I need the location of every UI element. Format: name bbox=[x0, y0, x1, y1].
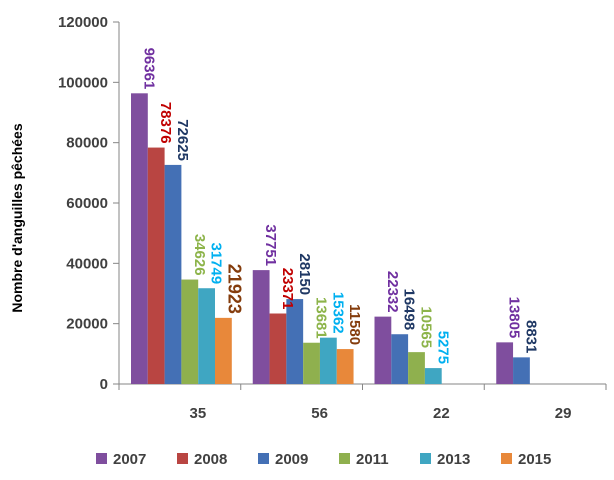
data-label-2007-29: 13805 bbox=[506, 297, 523, 339]
legend-swatch-2013 bbox=[420, 453, 431, 464]
bar-2008-35 bbox=[147, 147, 165, 384]
data-label-2013-22: 5275 bbox=[434, 331, 451, 364]
legend-label-2011: 2011 bbox=[356, 451, 389, 468]
legend-swatch-2009 bbox=[258, 453, 269, 464]
bar-2007-56 bbox=[252, 270, 270, 384]
data-label-2013-35: 31749 bbox=[208, 243, 225, 285]
legend-label-2009: 2009 bbox=[275, 451, 308, 468]
bar-2009-56 bbox=[286, 299, 304, 384]
y-tick-label: 80000 bbox=[66, 135, 108, 152]
bar-2009-29 bbox=[513, 357, 530, 384]
bar-2011-35 bbox=[181, 279, 199, 384]
data-label-2015-35: 21923 bbox=[224, 264, 244, 314]
bar-2013-56 bbox=[319, 337, 337, 384]
data-label-2007-22: 22332 bbox=[384, 271, 401, 313]
category-label: 35 bbox=[190, 405, 207, 422]
y-tick-label: 60000 bbox=[66, 195, 108, 212]
bars bbox=[131, 93, 530, 385]
legend-label-2015: 2015 bbox=[518, 451, 551, 468]
category-label: 22 bbox=[433, 405, 450, 422]
y-axis: 0 20000 40000 60000 80000 100000 120000 bbox=[58, 14, 120, 393]
data-label-2008-56: 23371 bbox=[279, 268, 296, 310]
data-label-2009-22: 16498 bbox=[401, 289, 418, 331]
bar-2007-35 bbox=[131, 93, 148, 385]
bar-2015-35 bbox=[215, 317, 232, 384]
legend-swatch-2015 bbox=[501, 453, 512, 464]
data-label-2007-35: 96361 bbox=[140, 48, 157, 90]
y-axis-title: Nombre d'anguilles pêchées bbox=[9, 123, 25, 312]
legend-label-2008: 2008 bbox=[194, 451, 227, 468]
legend-label-2013: 2013 bbox=[437, 451, 470, 468]
x-axis: 35 56 22 29 bbox=[118, 383, 607, 422]
data-label-2009-56: 28150 bbox=[296, 253, 313, 295]
data-label-2015-56: 11580 bbox=[346, 304, 363, 345]
data-label-2007-56: 37751 bbox=[262, 224, 279, 266]
bar-2009-35 bbox=[164, 164, 182, 384]
bar-2007-29 bbox=[496, 342, 514, 384]
data-label-2013-56: 15362 bbox=[329, 292, 346, 334]
y-tick-label: 40000 bbox=[66, 255, 108, 272]
bar-2015-56 bbox=[336, 349, 354, 384]
data-label-2008-35: 78376 bbox=[157, 102, 174, 144]
data-label-2009-29: 8831 bbox=[522, 320, 539, 353]
y-tick-label: 120000 bbox=[58, 14, 108, 31]
legend-swatch-2007 bbox=[96, 453, 107, 464]
y-tick-label: 20000 bbox=[66, 316, 108, 333]
y-tick-label: 0 bbox=[100, 376, 108, 393]
bar-2013-35 bbox=[198, 288, 215, 384]
bar-2011-22 bbox=[408, 352, 425, 384]
bar-2009-22 bbox=[391, 334, 409, 384]
bar-2013-22 bbox=[424, 368, 442, 384]
legend-swatch-2011 bbox=[339, 453, 350, 464]
category-label: 29 bbox=[555, 405, 572, 422]
data-label-2011-35: 34626 bbox=[191, 234, 208, 276]
bar-2008-56 bbox=[269, 313, 287, 384]
legend: 2007 2008 2009 2011 2013 2015 bbox=[96, 451, 551, 468]
legend-label-2007: 2007 bbox=[113, 451, 146, 468]
category-label: 56 bbox=[311, 405, 328, 422]
data-label-2009-35: 72625 bbox=[174, 119, 191, 161]
legend-swatch-2008 bbox=[177, 453, 188, 464]
bar-2007-22 bbox=[374, 316, 392, 384]
data-label-2011-22: 10565 bbox=[418, 306, 435, 348]
data-label-2011-56: 13681 bbox=[313, 297, 330, 339]
bar-2011-56 bbox=[303, 342, 320, 384]
y-tick-label: 100000 bbox=[58, 74, 108, 91]
